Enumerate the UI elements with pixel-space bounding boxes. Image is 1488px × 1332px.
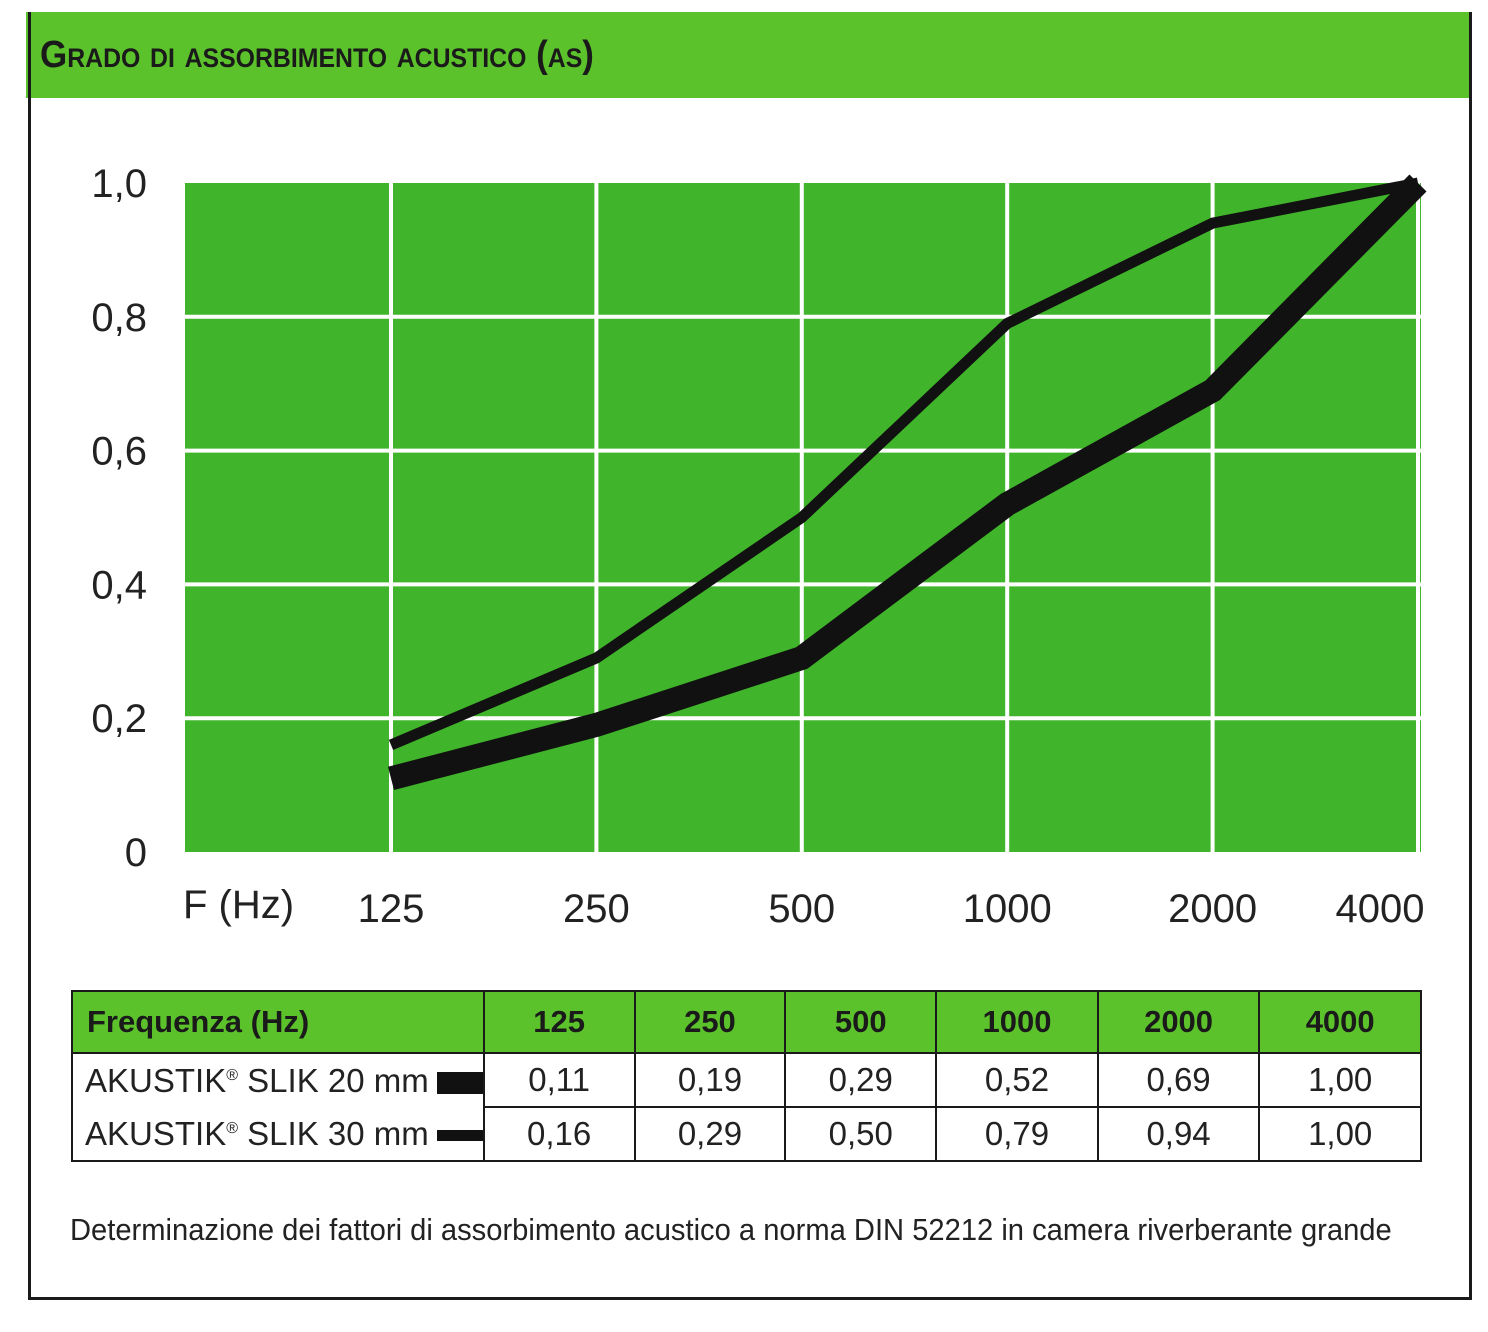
y-tick-label: 0,4 bbox=[91, 563, 147, 607]
y-tick-label: 1,0 bbox=[91, 162, 147, 206]
y-tick-label: 0,6 bbox=[91, 430, 147, 474]
y-tick-label: 0,2 bbox=[91, 697, 147, 741]
thin-line-swatch bbox=[436, 1130, 483, 1142]
table-cell: 0,94 bbox=[1096, 1107, 1261, 1162]
thick-line-swatch bbox=[436, 1071, 483, 1094]
x-tick-label: 500 bbox=[768, 887, 835, 931]
figure-frame bbox=[28, 12, 1472, 1300]
y-tick-label: 0 bbox=[125, 831, 147, 875]
title-bar bbox=[26, 12, 1472, 98]
table-cell: 0,19 bbox=[633, 1053, 787, 1108]
table-row: AKUSTIK® SLIK 30 mm 0,16 0,29 0,50 0,79 0,94… bbox=[71, 1107, 1422, 1162]
table-cell: 0,79 bbox=[935, 1107, 1099, 1162]
chart: 0 0,2 0,4 0,6 0,8 1,0 125 250 500 1000 2000 4000 F… bbox=[91, 162, 1427, 931]
chart-title: Grado di assorbimento acustico (αs) bbox=[40, 34, 594, 76]
table-header-freq: 2000 bbox=[1096, 990, 1261, 1054]
table-header-freq: 500 bbox=[784, 990, 938, 1054]
table-header-freq: 1000 bbox=[935, 990, 1099, 1054]
row-label-20mm: AKUSTIK® SLIK 20 mm bbox=[71, 1053, 485, 1107]
table-cell: 0,52 bbox=[935, 1053, 1099, 1108]
footnote: Determinazione dei fattori di assorbimen… bbox=[70, 1212, 1392, 1247]
table-cell: 0,29 bbox=[633, 1107, 787, 1162]
table-header-freq: 4000 bbox=[1258, 990, 1422, 1054]
x-tick-label: 250 bbox=[563, 887, 630, 931]
series-line-20mm bbox=[387, 174, 1427, 791]
x-tick-label: 125 bbox=[358, 887, 425, 931]
x-axis-label: F (Hz) bbox=[183, 883, 294, 927]
table-cell: 0,29 bbox=[784, 1053, 938, 1108]
x-tick-label: 1000 bbox=[963, 887, 1052, 931]
y-tick-label: 0,8 bbox=[91, 296, 147, 340]
table-cell: 0,69 bbox=[1096, 1053, 1261, 1108]
table-row: AKUSTIK® SLIK 20 mm 0,11 0,19 0,29 0,52 0,69… bbox=[71, 1053, 1422, 1108]
table-cell: 0,50 bbox=[784, 1107, 938, 1162]
table-cell: 1,00 bbox=[1258, 1107, 1422, 1162]
table-header-row: Frequenza (Hz) 125 250 500 1000 2000 4000 bbox=[71, 990, 1422, 1054]
values-table: Frequenza (Hz) 125 250 500 1000 2000 4000 AKU… bbox=[71, 990, 1422, 1162]
row-label-30mm: AKUSTIK® SLIK 30 mm bbox=[71, 1107, 485, 1162]
table-header-freq: 125 bbox=[482, 990, 636, 1054]
table-cell: 0,11 bbox=[482, 1053, 636, 1108]
table-header-freq: 250 bbox=[633, 990, 787, 1054]
table-cell: 0,16 bbox=[482, 1107, 636, 1162]
x-tick-label: 4000 bbox=[1336, 887, 1425, 931]
series-line-30mm bbox=[388, 177, 1420, 751]
table-header-label: Frequenza (Hz) bbox=[71, 990, 485, 1054]
table-cell: 1,00 bbox=[1258, 1053, 1422, 1108]
x-tick-label: 2000 bbox=[1168, 887, 1257, 931]
